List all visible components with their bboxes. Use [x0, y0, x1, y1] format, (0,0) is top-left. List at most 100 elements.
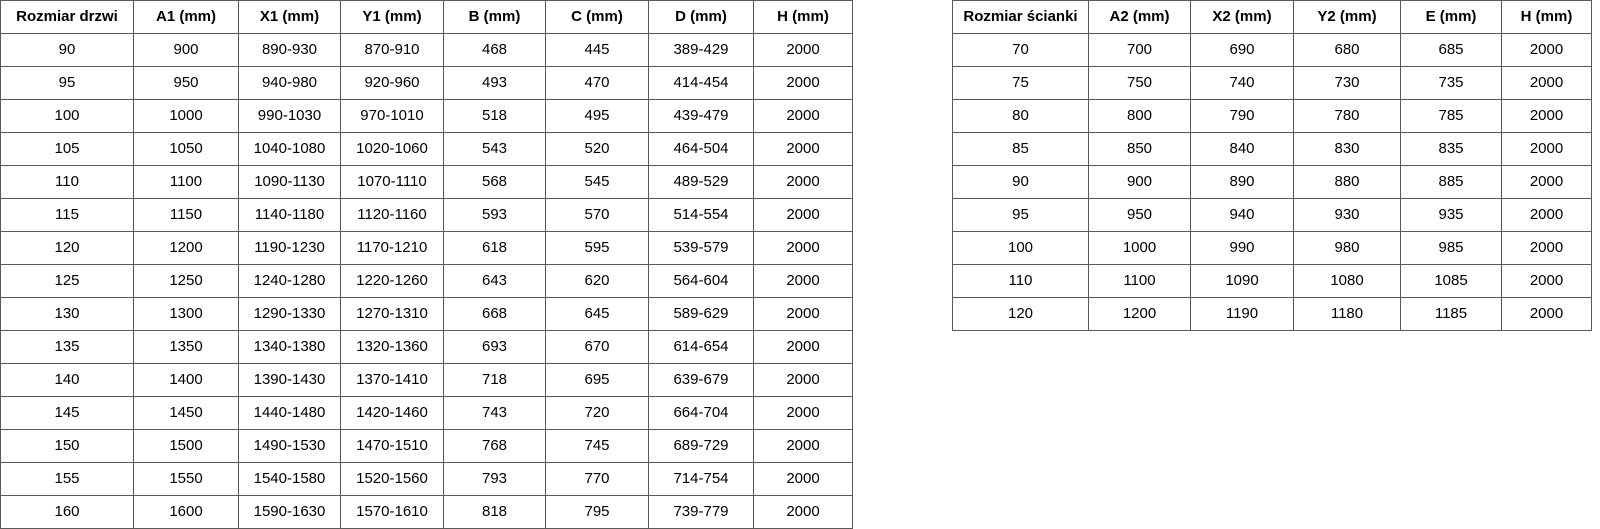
table-cell: 1290-1330	[238, 297, 341, 331]
table-cell: 1080	[1293, 264, 1401, 298]
table-row: 115 1150 1140-1180 1120-1160 593 570 514-554 20…	[0, 198, 853, 232]
table-cell: 2000	[753, 165, 853, 199]
table-row: 130 1300 1290-1330 1270-1310 668 645 589-629 20…	[0, 297, 853, 331]
table-cell: 80	[952, 99, 1089, 133]
table-cell: 520	[545, 132, 649, 166]
table-cell: 1500	[133, 429, 239, 463]
table-cell: 785	[1400, 99, 1502, 133]
table-cell: 1600	[133, 495, 239, 529]
table-row: 95 950 940-980 920-960 493 470 414-454 2000	[0, 66, 853, 100]
table-cell: 115	[0, 198, 134, 232]
table-cell: 795	[545, 495, 649, 529]
table-cell: 1220-1260	[340, 264, 444, 298]
table-cell: 620	[545, 264, 649, 298]
table-row: 110 1100 1090-1130 1070-1110 568 545 489-529 20…	[0, 165, 853, 199]
table-cell: 745	[545, 429, 649, 463]
table-cell: 1250	[133, 264, 239, 298]
table-cell: 643	[443, 264, 546, 298]
table-cell: 2000	[753, 495, 853, 529]
table-cell: 840	[1190, 132, 1294, 166]
table-row: 90 900 890-930 870-910 468 445 389-429 2000	[0, 33, 853, 67]
table-cell: 593	[443, 198, 546, 232]
column-header: X2 (mm)	[1190, 0, 1294, 34]
table-cell: 493	[443, 66, 546, 100]
table-row: 160 1600 1590-1630 1570-1610 818 795 739-779 20…	[0, 495, 853, 529]
table-cell: 120	[952, 297, 1089, 331]
table-cell: 614-654	[648, 330, 754, 364]
table-cell: 735	[1400, 66, 1502, 100]
table-cell: 545	[545, 165, 649, 199]
table-cell: 950	[1088, 198, 1191, 232]
table-cell: 720	[545, 396, 649, 430]
table-cell: 1350	[133, 330, 239, 364]
table-cell: 1000	[133, 99, 239, 133]
table-row: 85 850 840 830 835 2000	[952, 132, 1592, 166]
table-cell: 850	[1088, 132, 1191, 166]
header-row: Rozmiar drzwi A1 (mm) X1 (mm) Y1 (mm) B (mm)…	[0, 0, 853, 34]
door-dimensions-table: Rozmiar drzwi A1 (mm) X1 (mm) Y1 (mm) B (mm)…	[0, 0, 853, 529]
table-cell: 1020-1060	[340, 132, 444, 166]
table-cell: 739-779	[648, 495, 754, 529]
table-cell: 75	[952, 66, 1089, 100]
table-cell: 730	[1293, 66, 1401, 100]
table-cell: 1320-1360	[340, 330, 444, 364]
table-cell: 1090-1130	[238, 165, 341, 199]
table-cell: 1190-1230	[238, 231, 341, 265]
table-cell: 780	[1293, 99, 1401, 133]
table-cell: 439-479	[648, 99, 754, 133]
table-cell: 700	[1088, 33, 1191, 67]
column-header: Y1 (mm)	[340, 0, 444, 34]
table-cell: 645	[545, 297, 649, 331]
table-cell: 495	[545, 99, 649, 133]
table-cell: 2000	[753, 297, 853, 331]
table-cell: 110	[952, 264, 1089, 298]
table-cell: 90	[952, 165, 1089, 199]
table-cell: 120	[0, 231, 134, 265]
table-cell: 110	[0, 165, 134, 199]
column-header: H (mm)	[1501, 0, 1592, 34]
table-cell: 468	[443, 33, 546, 67]
table-row: 135 1350 1340-1380 1320-1360 693 670 614-654 20…	[0, 330, 853, 364]
table-row: 120 1200 1190 1180 1185 2000	[952, 297, 1592, 331]
table-cell: 539-579	[648, 231, 754, 265]
table-cell: 670	[545, 330, 649, 364]
table-cell: 714-754	[648, 462, 754, 496]
table-cell: 693	[443, 330, 546, 364]
column-header: H (mm)	[753, 0, 853, 34]
table-cell: 950	[133, 66, 239, 100]
table-cell: 135	[0, 330, 134, 364]
table-cell: 680	[1293, 33, 1401, 67]
table-cell: 389-429	[648, 33, 754, 67]
table-row: 105 1050 1040-1080 1020-1060 543 520 464-504 20…	[0, 132, 853, 166]
column-header: A1 (mm)	[133, 0, 239, 34]
door-dimensions-table-container: Rozmiar drzwi A1 (mm) X1 (mm) Y1 (mm) B (mm)…	[0, 0, 853, 529]
table-cell: 145	[0, 396, 134, 430]
table-cell: 900	[1088, 165, 1191, 199]
table-cell: 1540-1580	[238, 462, 341, 496]
table-cell: 2000	[753, 462, 853, 496]
table-cell: 1120-1160	[340, 198, 444, 232]
table-cell: 570	[545, 198, 649, 232]
table-cell: 920-960	[340, 66, 444, 100]
table-cell: 1150	[133, 198, 239, 232]
table-cell: 935	[1400, 198, 1502, 232]
table-cell: 885	[1400, 165, 1502, 199]
table-cell: 595	[545, 231, 649, 265]
table-cell: 1185	[1400, 297, 1502, 331]
table-cell: 1520-1560	[340, 462, 444, 496]
table-cell: 664-704	[648, 396, 754, 430]
table-cell: 1180	[1293, 297, 1401, 331]
table-cell: 1200	[133, 231, 239, 265]
table-cell: 2000	[753, 330, 853, 364]
table-cell: 470	[545, 66, 649, 100]
column-header: A2 (mm)	[1088, 0, 1191, 34]
table-cell: 1085	[1400, 264, 1502, 298]
table-row: 100 1000 990-1030 970-1010 518 495 439-479 2000	[0, 99, 853, 133]
table-cell: 2000	[753, 198, 853, 232]
table-cell: 2000	[753, 132, 853, 166]
table-cell: 618	[443, 231, 546, 265]
table-cell: 770	[545, 462, 649, 496]
table-cell: 1420-1460	[340, 396, 444, 430]
table-cell: 1300	[133, 297, 239, 331]
